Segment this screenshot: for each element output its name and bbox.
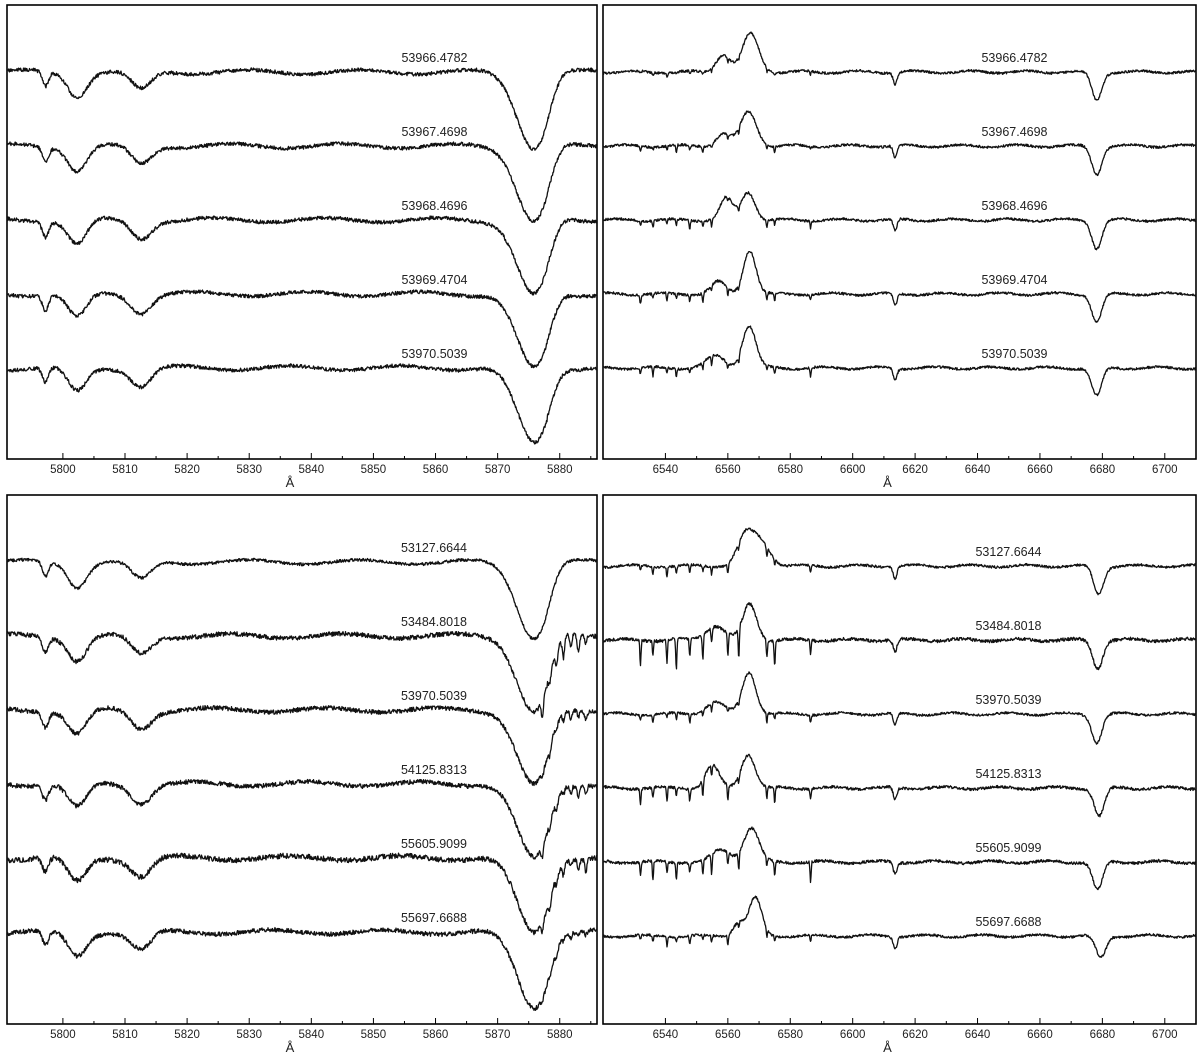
panel-frame bbox=[602, 4, 1197, 460]
spectrum-line bbox=[6, 630, 598, 718]
epoch-label: 53967.4698 bbox=[401, 125, 467, 139]
epoch-label: 55697.6688 bbox=[975, 915, 1041, 929]
x-tick-label: 6700 bbox=[1152, 1029, 1178, 1041]
spectrum-line bbox=[602, 895, 1197, 958]
x-tick-label: 6640 bbox=[965, 464, 991, 476]
epoch-label: 53970.5039 bbox=[401, 689, 467, 703]
epoch-label: 55605.9099 bbox=[401, 837, 467, 851]
panel-frame bbox=[6, 4, 598, 460]
spectrum-line bbox=[602, 602, 1197, 671]
x-tick-label: 6540 bbox=[653, 464, 679, 476]
x-tick-label: 5810 bbox=[112, 464, 138, 476]
x-tick-label: 5870 bbox=[485, 464, 511, 476]
x-axis-label: Å bbox=[286, 475, 295, 490]
epoch-label: 53968.4696 bbox=[401, 199, 467, 213]
panel-frame bbox=[602, 494, 1197, 1025]
spectrum-line bbox=[602, 191, 1197, 251]
epoch-label: 53484.8018 bbox=[975, 619, 1041, 633]
epoch-label: 53969.4704 bbox=[401, 273, 467, 287]
x-tick-label: 6620 bbox=[902, 1029, 928, 1041]
x-tick-label: 5830 bbox=[236, 464, 262, 476]
x-axis-label: Å bbox=[286, 1040, 295, 1053]
panel-3: 5800 5810 5820 5830 5840 5850 5860 5870 5880 Å 531… bbox=[6, 494, 598, 1053]
x-tick-label: 6620 bbox=[902, 464, 928, 476]
x-tick-label: 6600 bbox=[840, 464, 866, 476]
epoch-label: 53966.4782 bbox=[981, 51, 1047, 65]
x-tick-label: 6660 bbox=[1027, 464, 1053, 476]
x-tick-label: 6680 bbox=[1090, 1029, 1116, 1041]
x-tick-label: 6600 bbox=[840, 1029, 866, 1041]
x-tick-label: 6700 bbox=[1152, 464, 1178, 476]
epoch-label: 53127.6644 bbox=[401, 541, 467, 555]
epoch-label: 54125.8313 bbox=[975, 767, 1041, 781]
x-tick-label: 5820 bbox=[174, 464, 200, 476]
spectrum-line bbox=[602, 110, 1197, 177]
spectrum-line bbox=[6, 67, 598, 151]
x-tick-label: 5880 bbox=[547, 464, 573, 476]
spectrum-line bbox=[6, 363, 598, 445]
spectrum-line bbox=[6, 141, 598, 223]
spectrum-line bbox=[602, 753, 1197, 818]
epoch-label: 53970.5039 bbox=[975, 693, 1041, 707]
x-tick-label: 5850 bbox=[361, 464, 387, 476]
epoch-label: 53127.6644 bbox=[975, 545, 1041, 559]
epoch-label: 53484.8018 bbox=[401, 615, 467, 629]
x-tick-label: 5840 bbox=[299, 464, 325, 476]
epoch-label: 54125.8313 bbox=[401, 763, 467, 777]
panel-2: 6540 6560 6580 6600 6620 6640 6660 6680 6700 Å 539… bbox=[602, 4, 1197, 490]
x-tick-label: 5860 bbox=[423, 1029, 449, 1041]
panel-1: 5800 5810 5820 5830 5840 5850 5860 5870 5880 Å 539… bbox=[6, 4, 598, 490]
x-tick-label: 5870 bbox=[485, 1029, 511, 1041]
panel-4: 6540 6560 6580 6600 6620 6640 6660 6680 6700 Å 531… bbox=[602, 494, 1197, 1053]
spectrum-line bbox=[6, 557, 598, 641]
epoch-label: 53970.5039 bbox=[981, 347, 1047, 361]
x-tick-label: 5810 bbox=[112, 1029, 138, 1041]
spectrum-line bbox=[6, 926, 598, 1011]
x-tick-label: 6640 bbox=[965, 1029, 991, 1041]
spectrum-line bbox=[6, 215, 598, 296]
x-tick-label: 5820 bbox=[174, 1029, 200, 1041]
epoch-label: 55697.6688 bbox=[401, 911, 467, 925]
epoch-label: 53968.4696 bbox=[981, 199, 1047, 213]
spectrum-line bbox=[602, 250, 1197, 323]
spectrum-line bbox=[602, 826, 1197, 891]
x-tick-label: 6560 bbox=[715, 464, 741, 476]
x-tick-label: 5880 bbox=[547, 1029, 573, 1041]
x-tick-label: 6540 bbox=[653, 1029, 679, 1041]
epoch-label: 55605.9099 bbox=[975, 841, 1041, 855]
spectrum-line bbox=[6, 289, 598, 369]
epoch-label: 53970.5039 bbox=[401, 347, 467, 361]
epoch-label: 53969.4704 bbox=[981, 273, 1047, 287]
epoch-label: 53967.4698 bbox=[981, 125, 1047, 139]
x-tick-label: 5860 bbox=[423, 464, 449, 476]
panel-frame bbox=[6, 494, 598, 1025]
x-tick-label: 6560 bbox=[715, 1029, 741, 1041]
spectrum-line bbox=[6, 852, 598, 936]
spectrum-line bbox=[6, 778, 598, 860]
x-tick-label: 6580 bbox=[777, 1029, 803, 1041]
spectrum-line bbox=[602, 325, 1197, 397]
x-tick-label: 6660 bbox=[1027, 1029, 1053, 1041]
x-tick-label: 6580 bbox=[777, 464, 803, 476]
x-axis-label: Å bbox=[883, 475, 892, 490]
spectrum-line bbox=[6, 704, 598, 787]
spectrum-line bbox=[602, 527, 1197, 596]
x-tick-label: 5800 bbox=[50, 1029, 76, 1041]
x-axis-label: Å bbox=[883, 1040, 892, 1053]
x-tick-label: 5840 bbox=[299, 1029, 325, 1041]
spectrum-line bbox=[602, 31, 1197, 101]
x-tick-label: 6680 bbox=[1090, 464, 1116, 476]
x-tick-label: 5800 bbox=[50, 464, 76, 476]
spectrum-line bbox=[602, 671, 1197, 745]
epoch-label: 53966.4782 bbox=[401, 51, 467, 65]
x-tick-label: 5830 bbox=[236, 1029, 262, 1041]
x-tick-label: 5850 bbox=[361, 1029, 387, 1041]
